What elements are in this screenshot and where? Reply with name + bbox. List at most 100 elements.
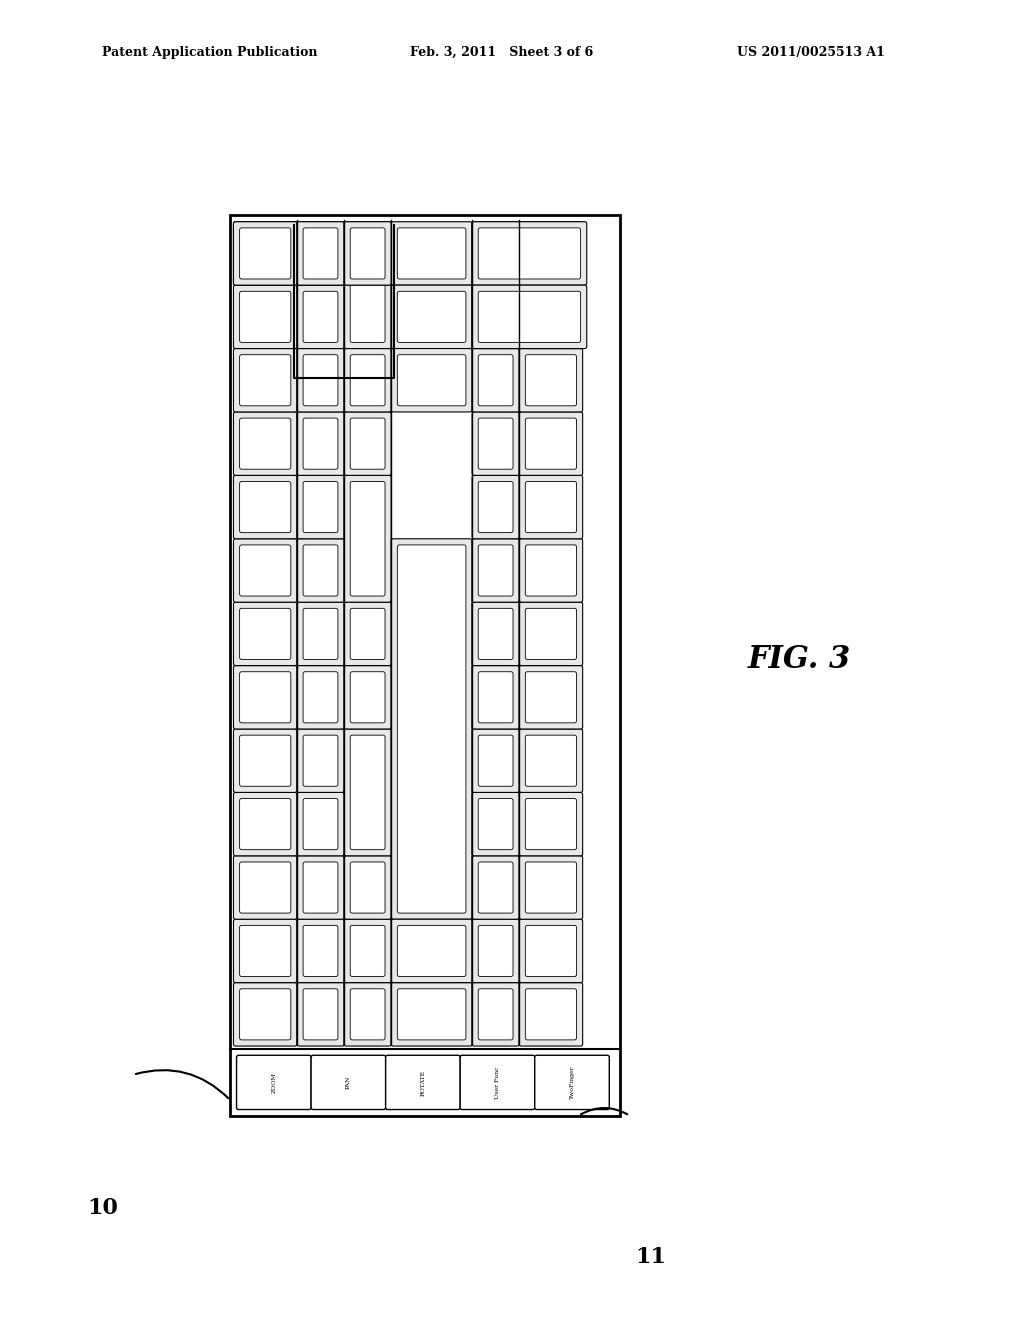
FancyBboxPatch shape xyxy=(525,862,577,913)
Text: 10: 10 xyxy=(87,1197,118,1218)
FancyBboxPatch shape xyxy=(240,355,291,405)
FancyBboxPatch shape xyxy=(240,228,291,279)
FancyBboxPatch shape xyxy=(303,735,338,787)
FancyBboxPatch shape xyxy=(297,222,344,285)
FancyBboxPatch shape xyxy=(350,989,385,1040)
FancyBboxPatch shape xyxy=(525,609,577,660)
FancyBboxPatch shape xyxy=(478,799,513,850)
FancyBboxPatch shape xyxy=(350,355,385,405)
FancyBboxPatch shape xyxy=(525,482,577,533)
FancyBboxPatch shape xyxy=(478,925,513,977)
FancyBboxPatch shape xyxy=(303,609,338,660)
FancyBboxPatch shape xyxy=(519,475,583,539)
FancyBboxPatch shape xyxy=(233,348,297,412)
FancyBboxPatch shape xyxy=(344,729,391,855)
FancyBboxPatch shape xyxy=(519,412,583,475)
FancyBboxPatch shape xyxy=(350,482,385,597)
FancyBboxPatch shape xyxy=(472,475,519,539)
FancyBboxPatch shape xyxy=(240,482,291,533)
FancyBboxPatch shape xyxy=(525,228,577,279)
FancyBboxPatch shape xyxy=(350,735,385,850)
FancyBboxPatch shape xyxy=(233,222,297,285)
FancyBboxPatch shape xyxy=(525,989,577,1040)
FancyBboxPatch shape xyxy=(472,602,519,665)
FancyBboxPatch shape xyxy=(297,602,344,665)
FancyBboxPatch shape xyxy=(519,539,583,602)
FancyBboxPatch shape xyxy=(344,855,391,919)
FancyBboxPatch shape xyxy=(478,735,513,787)
FancyBboxPatch shape xyxy=(397,355,466,405)
FancyBboxPatch shape xyxy=(472,222,587,285)
FancyBboxPatch shape xyxy=(391,919,472,982)
FancyBboxPatch shape xyxy=(240,672,291,723)
FancyBboxPatch shape xyxy=(233,412,297,475)
FancyBboxPatch shape xyxy=(297,729,344,792)
FancyBboxPatch shape xyxy=(478,228,513,279)
FancyBboxPatch shape xyxy=(344,982,391,1045)
FancyBboxPatch shape xyxy=(472,222,519,285)
Text: PAN: PAN xyxy=(346,1076,351,1089)
FancyBboxPatch shape xyxy=(525,925,577,977)
FancyBboxPatch shape xyxy=(344,412,391,475)
FancyBboxPatch shape xyxy=(478,609,513,660)
FancyBboxPatch shape xyxy=(478,482,513,533)
FancyBboxPatch shape xyxy=(303,228,338,279)
FancyBboxPatch shape xyxy=(472,792,519,855)
FancyBboxPatch shape xyxy=(297,855,344,919)
Text: US 2011/0025513 A1: US 2011/0025513 A1 xyxy=(737,46,885,59)
Text: 11: 11 xyxy=(635,1246,666,1267)
FancyBboxPatch shape xyxy=(297,475,344,539)
FancyBboxPatch shape xyxy=(478,228,581,279)
FancyBboxPatch shape xyxy=(303,862,338,913)
FancyBboxPatch shape xyxy=(303,292,338,342)
Bar xyxy=(230,215,620,1115)
FancyBboxPatch shape xyxy=(397,925,466,977)
Text: Feb. 3, 2011   Sheet 3 of 6: Feb. 3, 2011 Sheet 3 of 6 xyxy=(410,46,593,59)
FancyBboxPatch shape xyxy=(397,228,466,279)
FancyBboxPatch shape xyxy=(344,602,391,665)
FancyBboxPatch shape xyxy=(478,989,513,1040)
FancyBboxPatch shape xyxy=(297,982,344,1045)
FancyBboxPatch shape xyxy=(350,609,385,660)
FancyBboxPatch shape xyxy=(478,292,513,342)
FancyBboxPatch shape xyxy=(519,222,583,285)
FancyBboxPatch shape xyxy=(525,292,577,342)
FancyBboxPatch shape xyxy=(391,348,472,412)
FancyBboxPatch shape xyxy=(460,1055,535,1110)
FancyBboxPatch shape xyxy=(233,222,391,285)
FancyBboxPatch shape xyxy=(303,925,338,977)
FancyBboxPatch shape xyxy=(478,545,513,597)
FancyBboxPatch shape xyxy=(233,475,297,539)
FancyBboxPatch shape xyxy=(233,285,297,348)
FancyBboxPatch shape xyxy=(519,792,583,855)
FancyBboxPatch shape xyxy=(386,1055,460,1110)
FancyBboxPatch shape xyxy=(240,545,291,597)
FancyBboxPatch shape xyxy=(303,799,338,850)
FancyBboxPatch shape xyxy=(350,228,385,342)
FancyBboxPatch shape xyxy=(472,982,519,1045)
FancyBboxPatch shape xyxy=(472,539,519,602)
FancyBboxPatch shape xyxy=(297,412,344,475)
FancyBboxPatch shape xyxy=(519,665,583,729)
FancyBboxPatch shape xyxy=(519,982,583,1045)
FancyBboxPatch shape xyxy=(233,602,297,665)
FancyBboxPatch shape xyxy=(519,348,583,412)
FancyBboxPatch shape xyxy=(303,545,338,597)
FancyBboxPatch shape xyxy=(233,665,297,729)
FancyBboxPatch shape xyxy=(297,919,344,982)
FancyBboxPatch shape xyxy=(350,925,385,977)
FancyBboxPatch shape xyxy=(525,418,577,469)
FancyBboxPatch shape xyxy=(303,482,338,533)
FancyBboxPatch shape xyxy=(240,925,291,977)
FancyBboxPatch shape xyxy=(519,855,583,919)
FancyBboxPatch shape xyxy=(350,862,385,913)
FancyBboxPatch shape xyxy=(525,799,577,850)
FancyBboxPatch shape xyxy=(478,862,513,913)
FancyBboxPatch shape xyxy=(472,348,519,412)
FancyBboxPatch shape xyxy=(397,545,466,913)
FancyBboxPatch shape xyxy=(240,228,385,279)
FancyBboxPatch shape xyxy=(472,855,519,919)
FancyBboxPatch shape xyxy=(233,539,297,602)
FancyBboxPatch shape xyxy=(344,348,391,412)
FancyBboxPatch shape xyxy=(350,228,385,279)
